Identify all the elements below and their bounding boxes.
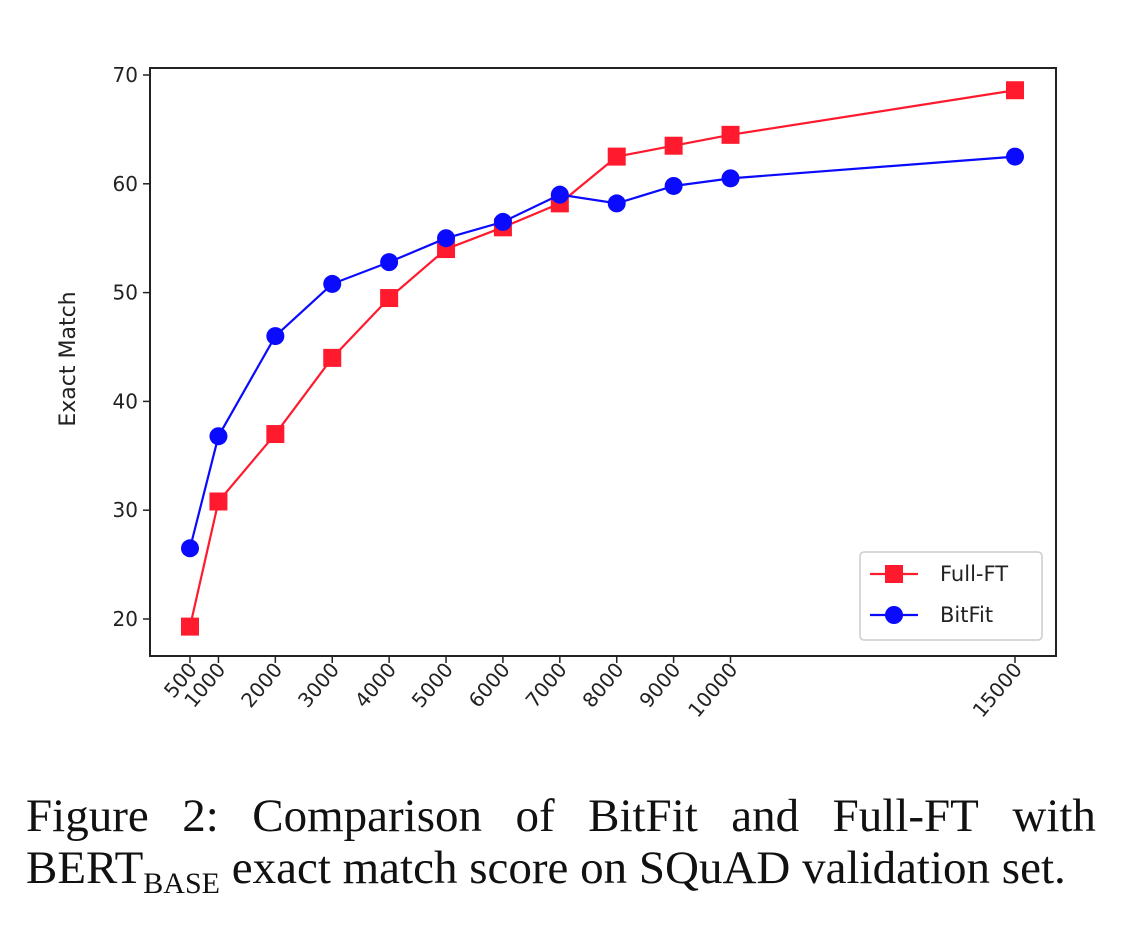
data-point-full-ft [209,492,228,511]
data-point-full-ft [380,289,399,308]
data-point-bitfit [209,427,228,446]
caption-model-subscript: BASE [143,867,220,900]
data-point-full-ft [323,348,342,367]
y-tick-label: 50 [113,281,138,305]
data-point-full-ft [664,136,683,155]
caption-line-2: BERTBASE exact match score on SQuAD vali… [26,842,1096,899]
data-point-full-ft [721,125,740,144]
y-tick-label: 30 [113,498,138,522]
legend-marker-square [885,565,903,583]
series-line-bitfit [188,155,1016,549]
data-point-bitfit [550,185,569,204]
x-tick-label: 6000 [464,658,515,712]
y-tick-label: 20 [113,607,138,631]
caption-word: of [515,790,555,842]
caption-word: BitFit [588,790,698,842]
y-tick-label: 40 [113,389,138,413]
x-tick-label: 15000 [968,658,1027,722]
x-tick-label: 8000 [577,658,628,712]
data-point-bitfit [721,169,740,188]
x-tick-label: 5000 [407,658,458,712]
data-point-full-ft [181,617,199,636]
caption-word: with [1012,790,1096,842]
data-point-bitfit [607,194,626,213]
caption-word: 2: [182,790,219,842]
legend-label: Full-FT [940,562,1008,586]
legend: Full-FT BitFit [859,551,1043,641]
x-tick-label: 7000 [521,658,572,712]
data-point-bitfit [181,539,199,558]
y-axis-label: Exact Match [56,291,81,426]
caption-word: and [731,790,800,842]
data-point-bitfit [380,253,399,272]
data-point-full-ft [607,147,626,166]
caption-word: Figure [26,790,149,842]
caption-word: Full-FT [832,790,979,842]
data-point-bitfit [323,274,342,293]
data-point-bitfit [1006,147,1024,166]
x-tick-label: 3000 [293,658,344,712]
legend-label: BitFit [940,603,993,627]
y-tick-label: 60 [113,172,138,196]
legend-marker-circle [885,606,903,624]
data-point-bitfit [266,327,285,346]
data-point-full-ft [266,425,285,444]
data-point-bitfit [493,212,512,231]
y-tick-label: 70 [113,63,138,87]
x-tick-label: 2000 [236,658,287,712]
figure-caption: Figure 2: Comparison of BitFit and Full-FT with… [26,790,1096,899]
series-line-full-ft [188,89,1016,627]
data-point-full-ft [1006,81,1024,100]
caption-line-1: Figure 2: Comparison of BitFit and Full-FT with [26,790,1096,842]
caption-model-name: BERT [26,842,144,894]
caption-word: Comparison [252,790,482,842]
x-tick-label: 4000 [350,658,401,712]
x-tick-label: 9000 [634,658,685,712]
axes-frame [149,67,1057,657]
x-tick-label: 10000 [683,658,742,722]
caption-text-rest: exact match score on SQuAD validation se… [219,842,1066,894]
data-point-bitfit [664,176,683,195]
data-point-bitfit [437,229,456,248]
